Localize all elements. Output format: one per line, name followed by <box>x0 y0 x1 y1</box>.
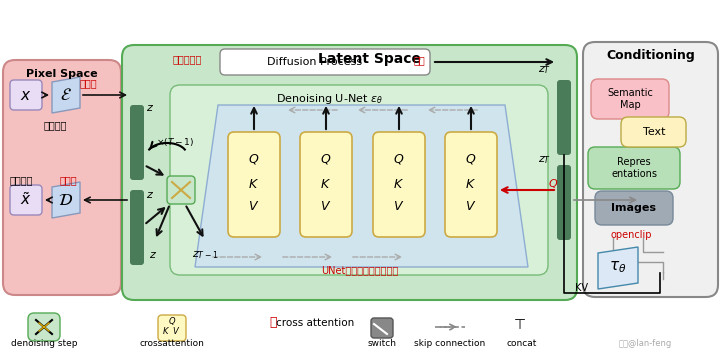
FancyBboxPatch shape <box>595 191 673 225</box>
Text: $V$: $V$ <box>393 201 405 213</box>
Text: skip connection: skip connection <box>415 339 485 349</box>
Text: 加: 加 <box>269 317 276 329</box>
Text: 加噪: 加噪 <box>413 55 425 65</box>
Text: $K$: $K$ <box>320 179 331 191</box>
Text: 输出图像: 输出图像 <box>10 175 34 185</box>
Text: crossattention: crossattention <box>140 339 204 349</box>
Text: 编码器: 编码器 <box>79 78 96 88</box>
Text: $z_{T-1}$: $z_{T-1}$ <box>192 249 218 261</box>
FancyBboxPatch shape <box>300 132 352 237</box>
Text: openclip: openclip <box>611 230 652 240</box>
Text: $\tau_\theta$: $\tau_\theta$ <box>609 259 626 275</box>
FancyBboxPatch shape <box>228 132 280 237</box>
Text: Text: Text <box>643 127 665 137</box>
Text: $\tilde{x}$: $\tilde{x}$ <box>20 192 32 208</box>
Text: $K$: $K$ <box>162 326 170 337</box>
Text: $\mathcal{E}$: $\mathcal{E}$ <box>60 86 72 104</box>
Text: cross attention: cross attention <box>276 318 354 328</box>
Text: $z_T$: $z_T$ <box>539 64 552 76</box>
Polygon shape <box>598 247 638 289</box>
FancyBboxPatch shape <box>3 60 121 295</box>
Text: $V$: $V$ <box>465 201 477 213</box>
Polygon shape <box>52 77 80 113</box>
Text: Repres
entations: Repres entations <box>611 157 657 179</box>
Text: 替空间向量: 替空间向量 <box>172 54 202 64</box>
Text: 解码器: 解码器 <box>59 175 77 185</box>
FancyBboxPatch shape <box>557 165 571 240</box>
Text: Denoising U-Net $\epsilon_\theta$: Denoising U-Net $\epsilon_\theta$ <box>276 92 382 106</box>
FancyBboxPatch shape <box>130 190 144 265</box>
Text: $z$: $z$ <box>149 250 157 260</box>
FancyBboxPatch shape <box>557 80 571 155</box>
Text: $K$: $K$ <box>394 179 405 191</box>
FancyBboxPatch shape <box>158 315 186 341</box>
Text: $V$: $V$ <box>172 326 180 337</box>
FancyBboxPatch shape <box>10 80 42 110</box>
Text: $z_T$: $z_T$ <box>539 154 552 166</box>
Text: Pixel Space: Pixel Space <box>26 69 98 79</box>
Text: $\mathcal{D}$: $\mathcal{D}$ <box>58 191 73 209</box>
Text: $K$: $K$ <box>248 179 259 191</box>
Text: ⊤: ⊤ <box>514 318 526 332</box>
FancyBboxPatch shape <box>167 176 195 204</box>
Text: UNet下采样，上采样并添: UNet下采样，上采样并添 <box>321 265 399 275</box>
Text: Latent Space: Latent Space <box>318 52 421 66</box>
FancyBboxPatch shape <box>373 132 425 237</box>
Text: concat: concat <box>507 339 537 349</box>
FancyBboxPatch shape <box>591 79 669 119</box>
Text: $V$: $V$ <box>320 201 332 213</box>
FancyBboxPatch shape <box>122 45 577 300</box>
FancyBboxPatch shape <box>130 105 144 180</box>
FancyBboxPatch shape <box>371 318 393 338</box>
Text: $\times(T-1)$: $\times(T-1)$ <box>156 136 194 148</box>
FancyBboxPatch shape <box>28 313 60 341</box>
FancyBboxPatch shape <box>445 132 497 237</box>
Text: $K$: $K$ <box>466 179 477 191</box>
Text: Semantic
Map: Semantic Map <box>607 88 653 110</box>
FancyBboxPatch shape <box>583 42 718 297</box>
Text: denoising step: denoising step <box>11 339 77 349</box>
Text: $z$: $z$ <box>146 190 154 200</box>
FancyBboxPatch shape <box>220 49 430 75</box>
Text: $x$: $x$ <box>20 87 32 103</box>
Text: $V$: $V$ <box>248 201 260 213</box>
FancyBboxPatch shape <box>170 85 548 275</box>
Text: $z$: $z$ <box>146 103 154 113</box>
Text: KV: KV <box>575 283 588 293</box>
Polygon shape <box>195 105 528 267</box>
FancyBboxPatch shape <box>10 185 42 215</box>
Polygon shape <box>52 182 80 218</box>
Text: $Q$: $Q$ <box>248 152 260 166</box>
Text: $Q$: $Q$ <box>548 176 558 190</box>
Text: 输入图像: 输入图像 <box>43 120 67 130</box>
FancyBboxPatch shape <box>588 147 680 189</box>
Text: $Q$: $Q$ <box>465 152 477 166</box>
Text: Diffusion Process: Diffusion Process <box>267 57 363 67</box>
Text: 知乎@lan-feng: 知乎@lan-feng <box>618 339 672 349</box>
Text: $Q$: $Q$ <box>168 315 176 327</box>
FancyBboxPatch shape <box>621 117 686 147</box>
Text: Images: Images <box>611 203 657 213</box>
Text: $Q$: $Q$ <box>393 152 405 166</box>
Text: switch: switch <box>367 339 397 349</box>
Text: Conditioning: Conditioning <box>606 49 695 62</box>
Text: $Q$: $Q$ <box>320 152 332 166</box>
